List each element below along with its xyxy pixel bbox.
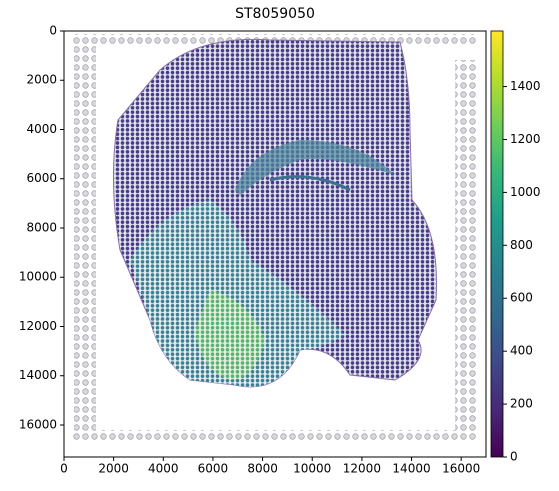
y-tick-label: 2000 — [26, 73, 57, 87]
y-tick-label: 16000 — [19, 417, 57, 431]
y-tick-label: 12000 — [19, 319, 57, 333]
colorbar-tick-label: 400 — [510, 344, 533, 358]
x-tick-label: 14000 — [392, 462, 430, 476]
x-tick-label: 10000 — [293, 462, 331, 476]
y-tick-label: 6000 — [26, 171, 57, 185]
x-tick-label: 2000 — [98, 462, 129, 476]
colorbar-tick-label: 800 — [510, 238, 533, 252]
colorbar-tick-label: 600 — [510, 291, 533, 305]
x-tick-label: 12000 — [343, 462, 381, 476]
x-tick-label: 8000 — [247, 462, 278, 476]
y-tick-label: 0 — [49, 24, 57, 38]
x-tick-label: 4000 — [148, 462, 179, 476]
colorbar-tick-label: 1000 — [510, 185, 541, 199]
colorbar-tick-label: 200 — [510, 397, 533, 411]
x-tick-label: 0 — [60, 462, 68, 476]
y-tick-label: 10000 — [19, 270, 57, 284]
colorbar — [490, 30, 504, 458]
x-tick-label: 16000 — [442, 462, 480, 476]
colorbar-tick-label: 1200 — [510, 132, 541, 146]
colorbar-tick-label: 0 — [510, 450, 518, 464]
y-tick-label: 14000 — [19, 368, 57, 382]
y-tick-label: 8000 — [26, 220, 57, 234]
plot-frame — [63, 30, 487, 458]
colorbar-tick-label: 1400 — [510, 79, 541, 93]
chart-title: ST8059050 — [235, 6, 315, 22]
y-tick-label: 4000 — [26, 122, 57, 136]
tissue-image — [64, 31, 486, 457]
x-tick-label: 6000 — [198, 462, 229, 476]
